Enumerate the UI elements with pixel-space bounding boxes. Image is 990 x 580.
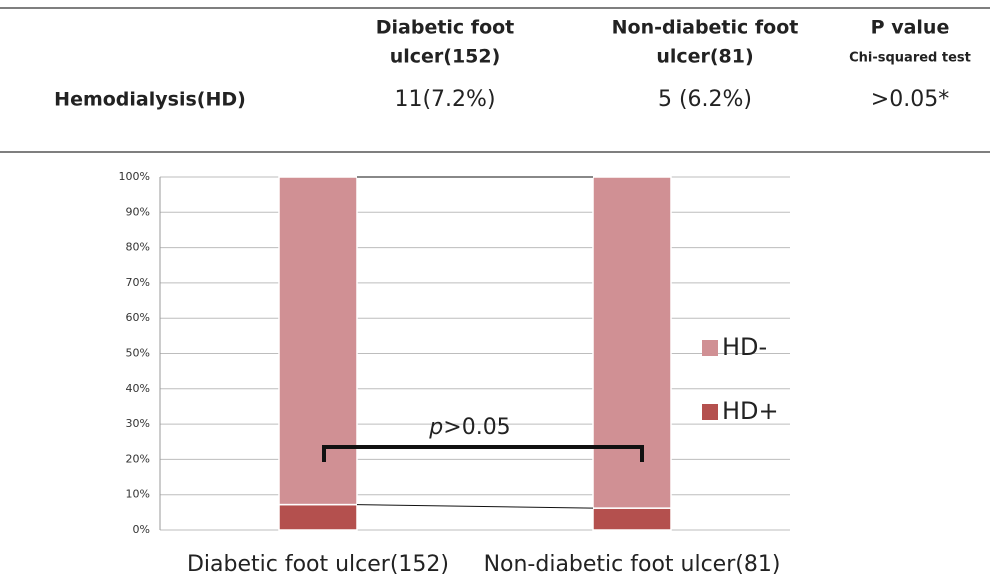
y-tick-label: 70% [126,276,150,289]
annotation-text: >0.05 [443,415,510,440]
bar-segment [278,503,358,531]
table: Diabetic foot ulcer(152) Non-diabetic foot… [54,17,971,113]
chart: 0% 10% 20% 30% 40% 50% 60% 70% 80% 90% 100% Diabeti… [119,170,790,577]
y-tick-label: 80% [126,241,150,254]
cell: 5 (6.2%) [658,87,752,112]
bar-segment [592,176,672,509]
legend-label: HD+ [722,397,779,425]
y-tick-label: 50% [126,347,150,360]
x-tick-label: Diabetic foot ulcer(152) [187,552,449,577]
series-connector [356,504,594,509]
legend-label: HD- [722,333,767,361]
bar-segment [592,507,672,531]
y-tick-label: 40% [126,382,150,395]
annotation: p>0.05 [428,415,510,440]
y-tick-label: 0% [133,523,150,536]
y-tick-label: 100% [119,170,150,183]
header-cell: P value [871,17,950,39]
legend-swatch [702,340,718,356]
y-tick-label: 20% [126,452,150,465]
row-label: Hemodialysis(HD) [54,89,246,111]
y-tick-label: 90% [126,205,150,218]
bar-segment [278,176,358,506]
y-tick-label: 10% [126,488,150,501]
header-cell: Non-diabetic foot [612,17,799,39]
cell: >0.05* [871,87,949,112]
y-tick-label: 60% [126,311,150,324]
y-tick-label: 30% [126,417,150,430]
header-cell: Diabetic foot [376,17,515,39]
header-cell: ulcer(81) [656,46,753,68]
significance-bracket [322,445,644,462]
x-tick-label: Non-diabetic foot ulcer(81) [484,552,781,577]
legend-swatch [702,404,718,420]
cell: 11(7.2%) [394,87,495,112]
header-note: Chi-squared test [849,51,971,66]
annotation-italic: p [428,415,443,440]
header-cell: ulcer(152) [390,46,501,68]
